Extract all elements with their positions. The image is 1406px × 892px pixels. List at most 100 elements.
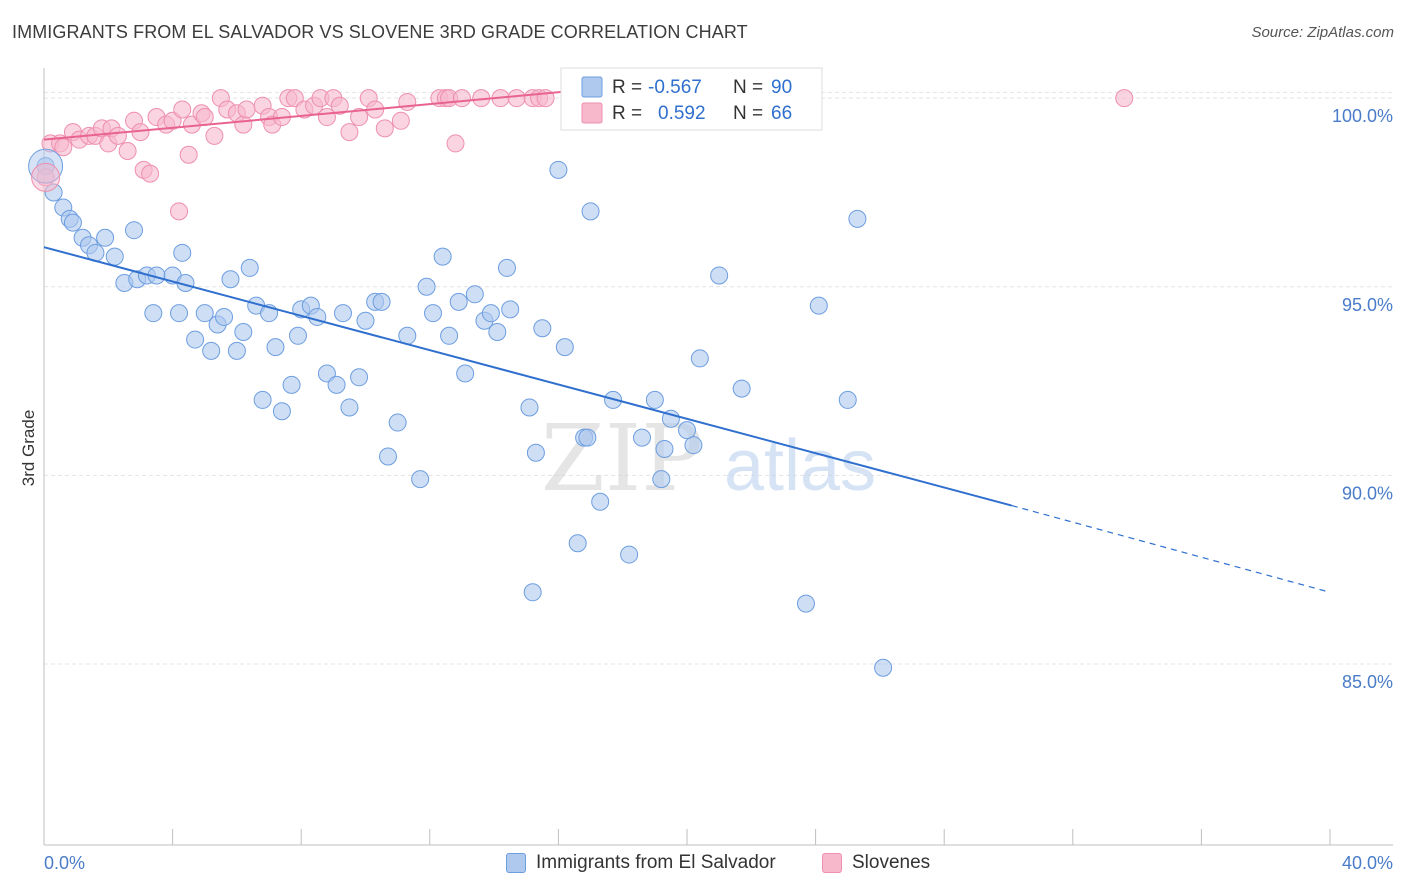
legend-item-el-salvador[interactable]: Immigrants from El Salvador (506, 852, 776, 874)
point-el-salvador (620, 545, 639, 564)
point-el-salvador (440, 326, 459, 345)
point-el-salvador (796, 594, 815, 613)
point-el-salvador (417, 277, 436, 296)
point-el-salvador (488, 323, 507, 342)
point-el-salvador (652, 470, 671, 489)
point-el-salvador (501, 300, 520, 319)
point-el-salvador (684, 436, 703, 455)
point-el-salvador (350, 368, 369, 387)
stats-n-label-blue: N = (733, 77, 763, 98)
point-el-salvador (221, 270, 240, 289)
point-el-salvador (533, 319, 552, 338)
point-el-salvador (282, 375, 301, 394)
legend-item-slovenes[interactable]: Slovenes (822, 852, 930, 874)
stats-r-value-pink: 0.592 (658, 103, 706, 124)
point-slovenes (398, 92, 417, 111)
point-el-salvador (356, 311, 375, 330)
point-slovenes (179, 145, 198, 164)
point-el-salvador (253, 390, 272, 409)
x-tick-label-start: 0.0% (44, 853, 85, 873)
point-el-salvador (96, 228, 115, 247)
point-slovenes (452, 89, 471, 108)
chart-title: IMMIGRANTS FROM EL SALVADOR VS SLOVENE 3… (12, 22, 748, 42)
point-el-salvador (144, 304, 163, 323)
x-tick-label-end: 40.0% (1342, 853, 1393, 873)
point-el-salvador (195, 304, 214, 323)
point-el-salvador (388, 413, 407, 432)
y-tick-label: 90.0% (1342, 483, 1393, 503)
point-el-salvador (288, 326, 307, 345)
point-slovenes (170, 202, 189, 221)
point-el-salvador (333, 304, 352, 323)
point-el-salvador (632, 428, 651, 447)
grid-lines (44, 91, 1392, 665)
point-slovenes (507, 89, 526, 108)
point-el-salvador (645, 390, 664, 409)
point-el-salvador (690, 349, 709, 368)
point-el-salvador (732, 379, 751, 398)
trend-line-slovenes (43, 85, 617, 141)
point-slovenes (350, 108, 369, 127)
point-el-salvador (661, 409, 680, 428)
point-el-salvador (266, 338, 285, 357)
point-slovenes (173, 100, 192, 119)
point-slovenes (108, 126, 127, 145)
point-el-salvador (465, 285, 484, 304)
point-el-salvador (848, 209, 867, 228)
point-el-salvador (240, 258, 259, 277)
point-el-salvador (497, 258, 516, 277)
point-el-salvador (272, 402, 291, 421)
point-el-salvador (456, 364, 475, 383)
point-el-salvador (655, 439, 674, 458)
y-tick-label: 95.0% (1342, 295, 1393, 315)
point-el-salvador (838, 390, 857, 409)
axes (43, 68, 1393, 846)
data-points (28, 70, 1134, 677)
point-el-salvador (170, 304, 189, 323)
point-el-salvador (379, 447, 398, 466)
trend-line-el-salvador-extension (1011, 504, 1331, 593)
point-slovenes (375, 119, 394, 138)
point-el-salvador (411, 470, 430, 489)
point-el-salvador (340, 398, 359, 417)
point-slovenes (340, 123, 359, 142)
point-el-salvador (578, 428, 597, 447)
y-tick-label: 100.0% (1332, 106, 1393, 126)
point-slovenes (141, 164, 160, 183)
trend-lines (43, 85, 1331, 593)
watermark: ZIP atlas (541, 405, 876, 512)
series-legend: Immigrants from El Salvador Slovenes (0, 852, 1406, 878)
y-axis-label: 3rd Grade (19, 410, 38, 487)
stats-n-value-pink: 66 (771, 103, 792, 124)
legend-label-slovenes: Slovenes (852, 852, 931, 873)
point-el-salvador (874, 658, 893, 677)
point-el-salvador (227, 341, 246, 360)
point-el-salvador (555, 338, 574, 357)
point-el-salvador (581, 202, 600, 221)
point-el-salvador (481, 304, 500, 323)
point-el-salvador (234, 323, 253, 342)
stats-swatch-pink (581, 102, 603, 124)
point-el-salvador (372, 292, 391, 311)
point-slovenes (330, 96, 349, 115)
source-credit: Source: ZipAtlas.com (1251, 24, 1394, 41)
point-el-salvador (678, 421, 696, 440)
point-el-salvador (433, 247, 452, 266)
point-slovenes (237, 100, 256, 119)
point-el-salvador (327, 375, 346, 394)
trend-line-el-salvador (43, 246, 1012, 507)
point-el-salvador (202, 341, 221, 360)
point-el-salvador (520, 398, 539, 417)
y-tick-label: 85.0% (1342, 672, 1393, 692)
point-slovenes (446, 134, 465, 153)
tick-labels: 85.0% 90.0% 95.0% 100.0% 0.0% 40.0% (44, 106, 1393, 873)
point-slovenes (195, 108, 214, 127)
point-el-salvador (449, 292, 468, 311)
point-el-salvador (526, 443, 545, 462)
point-el-salvador (125, 221, 144, 240)
point-el-salvador (308, 307, 327, 326)
point-el-salvador (549, 160, 568, 179)
stats-n-label-pink: N = (733, 103, 763, 124)
legend-label-el-salvador: Immigrants from El Salvador (536, 852, 776, 873)
stats-r-value-blue: -0.567 (648, 77, 702, 98)
